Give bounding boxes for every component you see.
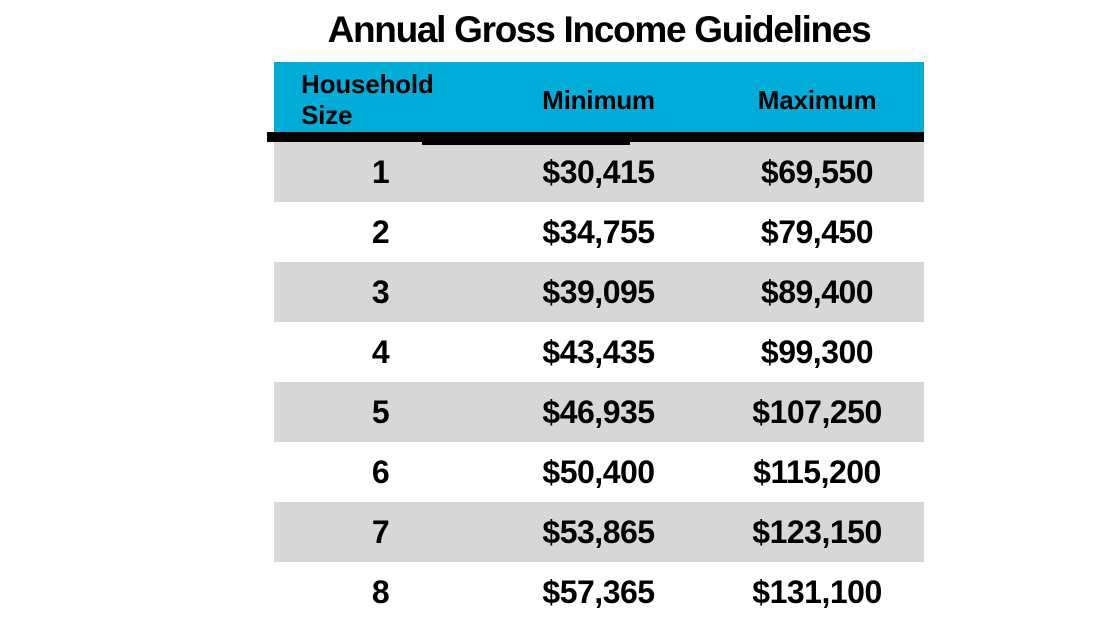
cell-maximum: $115,200 (753, 453, 881, 490)
cell-household-size: 1 (371, 153, 390, 190)
cell-maximum: $99,300 (760, 333, 874, 370)
cell-household-size: 4 (371, 333, 390, 370)
table-row: 2 $34,755 $79,450 (274, 202, 924, 262)
cell-minimum: $53,865 (542, 513, 655, 550)
table-body: 1 $30,415 $69,550 2 $34,755 $79,450 3 $39,095 $8… (274, 142, 924, 622)
page-title: Annual Gross Income Guidelines (327, 9, 872, 50)
cell-maximum: $123,150 (752, 513, 882, 550)
cell-minimum: $57,365 (542, 573, 655, 610)
cell-household-size: 6 (371, 453, 390, 490)
cell-minimum: $34,755 (542, 213, 655, 250)
cell-maximum: $131,100 (752, 573, 882, 610)
cell-maximum: $79,450 (760, 213, 874, 250)
cell-maximum: $107,250 (752, 393, 882, 430)
cell-minimum: $39,095 (542, 273, 655, 310)
cell-maximum: $89,400 (760, 273, 874, 310)
income-guidelines-table: Household Size Minimum Maximum 1 $30,415 $… (267, 62, 924, 622)
cell-minimum: $50,400 (542, 453, 655, 490)
cell-minimum: $43,435 (542, 333, 655, 370)
table-row: 5 $46,935 $107,250 (274, 382, 924, 442)
table-row: 7 $53,865 $123,150 (274, 502, 924, 562)
column-header-maximum: Maximum (757, 84, 877, 115)
column-header-minimum: Minimum (542, 84, 655, 115)
column-header-household-size: Household Size (301, 69, 434, 130)
table-row: 8 $57,365 $131,100 (274, 562, 924, 622)
cell-household-size: 2 (371, 213, 390, 250)
cell-minimum: $30,415 (542, 153, 655, 190)
table-row: 6 $50,400 $115,200 (274, 442, 924, 502)
header-divider-rule (267, 132, 924, 145)
table-header-row: Household Size Minimum Maximum (274, 62, 924, 132)
cell-household-size: 3 (371, 273, 390, 310)
table-row: 1 $30,415 $69,550 (274, 142, 924, 202)
cell-household-size: 7 (371, 513, 390, 550)
table-row: 4 $43,435 $99,300 (274, 322, 924, 382)
cell-household-size: 8 (371, 573, 390, 610)
cell-maximum: $69,550 (760, 153, 874, 190)
table-row: 3 $39,095 $89,400 (274, 262, 924, 322)
cell-minimum: $46,935 (542, 393, 655, 430)
cell-household-size: 5 (371, 393, 390, 430)
